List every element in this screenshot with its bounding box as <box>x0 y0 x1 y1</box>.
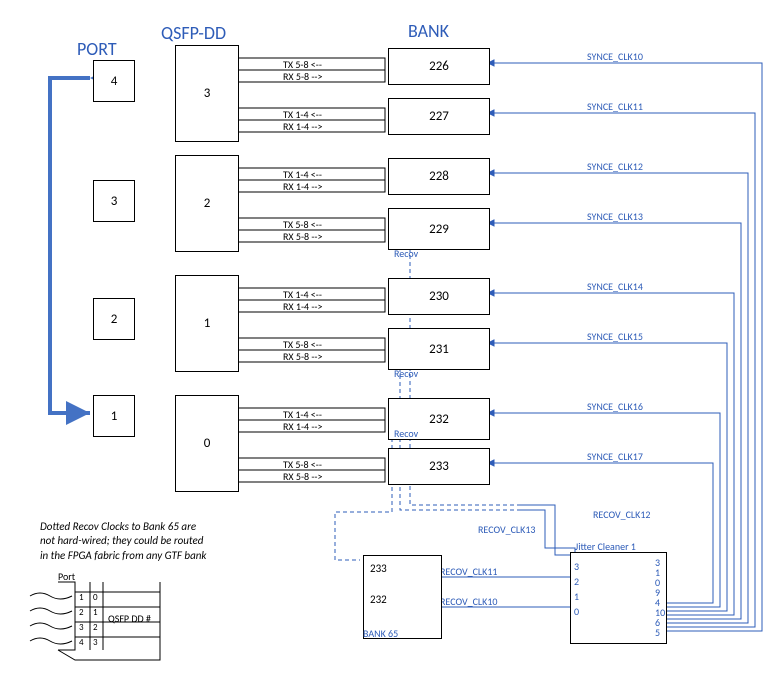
bank65-label: BANK 65 <box>363 627 398 640</box>
bank-box: 230 <box>388 278 490 315</box>
bank-box: 226 <box>388 48 490 85</box>
bank-box: 229 <box>388 208 490 250</box>
legend-id: 1 <box>93 607 98 618</box>
rx-label: RX 5-8 --> <box>283 70 322 83</box>
sync-label: SYNCE_CLK16 <box>587 400 643 413</box>
bank65-a: 233 <box>370 562 387 575</box>
note-text: Dotted Recov Clocks to Bank 65 are not h… <box>40 520 270 563</box>
qsfp-box: 0 <box>175 395 239 492</box>
bank-box: 228 <box>388 158 490 195</box>
qsfp-box: 3 <box>175 45 239 142</box>
header-bank: BANK <box>408 20 449 42</box>
qsfp-box: 1 <box>175 275 239 372</box>
recov-label: Recov <box>394 367 418 380</box>
jitter-in: 2 <box>574 575 579 588</box>
legend-id: 2 <box>93 622 98 633</box>
sync-label: SYNCE_CLK12 <box>587 160 643 173</box>
legend-port: Port <box>58 570 75 583</box>
sync-label: SYNCE_CLK13 <box>587 210 643 223</box>
legend-id: 0 <box>93 592 98 603</box>
rx-label: RX 5-8 --> <box>283 230 322 243</box>
legend-num: 3 <box>79 622 84 633</box>
recov-label: Recov <box>394 427 418 440</box>
jitter-cleaner-box <box>570 552 667 644</box>
rx-label: RX 1-4 --> <box>283 180 322 193</box>
recov-clk-label: RECOV_CLK13 <box>478 523 535 536</box>
recov-clk-label: RECOV_CLK12 <box>593 508 650 521</box>
port-box: 4 <box>93 60 135 102</box>
jitter-in: 0 <box>574 605 579 618</box>
rx-label: RX 5-8 --> <box>283 350 322 363</box>
sync-label: SYNCE_CLK14 <box>587 280 643 293</box>
header-qsfp: QSFP-DD <box>161 22 226 44</box>
rx-label: RX 5-8 --> <box>283 470 322 483</box>
legend-label: QSFP DD # <box>108 612 151 625</box>
legend-num: 1 <box>79 592 84 603</box>
port-box: 3 <box>93 180 135 222</box>
port-box: 1 <box>93 395 135 437</box>
legend-id: 3 <box>93 637 98 648</box>
port-box: 2 <box>93 298 135 340</box>
qsfp-box: 2 <box>175 155 239 252</box>
bank65-b: 232 <box>370 593 387 606</box>
jitter-out: 5 <box>655 626 660 639</box>
recov-label: Recov <box>394 247 418 260</box>
sync-label: SYNCE_CLK15 <box>587 330 643 343</box>
rx-label: RX 1-4 --> <box>283 120 322 133</box>
jitter-in: 1 <box>574 590 579 603</box>
rx-label: RX 1-4 --> <box>283 300 322 313</box>
rx-label: RX 1-4 --> <box>283 420 322 433</box>
recov-clk-label: RECOV_CLK10 <box>440 595 497 608</box>
sync-label: SYNCE_CLK11 <box>587 100 643 113</box>
jitter-title: Jitter Cleaner 1 <box>575 540 636 553</box>
legend-num: 2 <box>79 607 84 618</box>
bank-box: 231 <box>388 328 490 370</box>
sync-label: SYNCE_CLK17 <box>587 450 643 463</box>
recov-clk-label: RECOV_CLK11 <box>440 565 497 578</box>
bank-box: 227 <box>388 98 490 135</box>
sync-label: SYNCE_CLK10 <box>587 50 643 63</box>
legend-num: 4 <box>79 637 84 648</box>
jitter-in: 3 <box>574 560 579 573</box>
bank-box: 233 <box>388 448 490 485</box>
header-port: PORT <box>77 38 117 60</box>
